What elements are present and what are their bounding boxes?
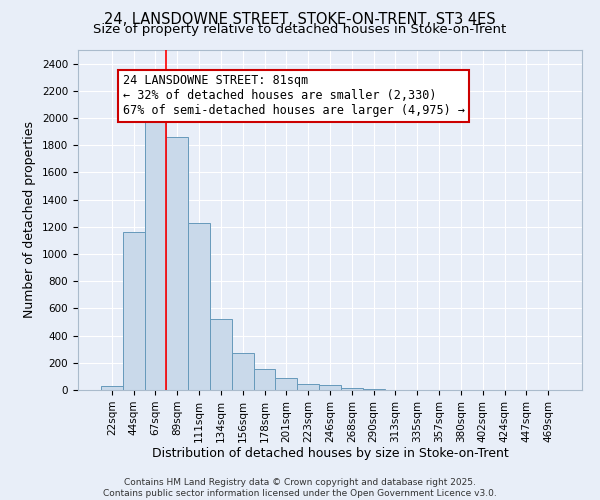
Bar [145, 122, 166, 390]
Bar [275, 378, 297, 390]
Y-axis label: Number of detached properties: Number of detached properties [23, 122, 37, 318]
Text: 24, LANSDOWNE STREET, STOKE-ON-TRENT, ST3 4ES: 24, LANSDOWNE STREET, STOKE-ON-TRENT, ST… [104, 12, 496, 28]
Bar [166, 137, 188, 390]
Bar [297, 384, 319, 390]
Bar [101, 386, 123, 390]
Text: Size of property relative to detached houses in Stoke-on-Trent: Size of property relative to detached ho… [94, 22, 506, 36]
Text: 24 LANSDOWNE STREET: 81sqm
← 32% of detached houses are smaller (2,330)
67% of s: 24 LANSDOWNE STREET: 81sqm ← 32% of deta… [123, 74, 465, 118]
Text: Contains HM Land Registry data © Crown copyright and database right 2025.
Contai: Contains HM Land Registry data © Crown c… [103, 478, 497, 498]
Bar [319, 384, 341, 390]
Bar [341, 388, 363, 390]
Bar [232, 352, 254, 390]
Bar [123, 232, 145, 390]
Bar [210, 320, 232, 390]
Bar [188, 222, 210, 390]
X-axis label: Distribution of detached houses by size in Stoke-on-Trent: Distribution of detached houses by size … [152, 448, 508, 460]
Bar [254, 369, 275, 390]
